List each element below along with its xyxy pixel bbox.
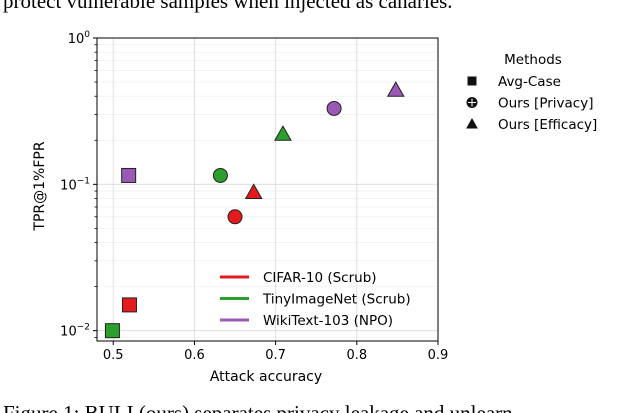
legend-label: Ours [Efficacy] [498, 117, 597, 133]
data-point [227, 209, 243, 225]
scatter-plot: 0.5 0.6 0.7 0.8 0.9 10−2 10−1 100 [60, 30, 448, 363]
data-points [104, 81, 405, 339]
y-tick-label: 100 [68, 30, 91, 47]
y-tick-label: 10−2 [60, 323, 90, 340]
methods-legend: Methods Avg-Case Ours [Privacy] Ours [Effic… [466, 52, 597, 133]
data-point [104, 323, 120, 339]
triangle-marker [244, 183, 263, 199]
triangle-marker [386, 81, 405, 97]
legend-marker [467, 76, 477, 86]
series-legend: CIFAR-10 (Scrub) TinyImageNet (Scrub) Wiki… [220, 270, 411, 329]
legend-label: Ours [Privacy] [498, 96, 593, 112]
x-tick-label: 0.8 [346, 348, 367, 363]
square-icon [467, 76, 477, 86]
square-marker [121, 297, 137, 313]
legend-title: Methods [504, 52, 562, 68]
legend-label: TinyImageNet (Scrub) [262, 292, 411, 308]
triangle-marker [274, 125, 292, 141]
legend-marker [466, 97, 478, 108]
data-point [274, 125, 292, 141]
x-tick-label: 0.5 [103, 348, 124, 363]
caption-bottom: Figure 1: BULI (ours) separates privacy … [3, 401, 513, 413]
x-tick-label: 0.7 [265, 348, 286, 363]
circle-marker [227, 209, 243, 225]
legend-label: WikiText-103 (NPO) [263, 313, 393, 329]
legend-label: CIFAR-10 (Scrub) [263, 270, 377, 286]
triangle-icon [466, 117, 478, 129]
x-tick-label: 0.6 [184, 348, 205, 363]
circle-marker [212, 167, 228, 183]
square-marker [104, 323, 120, 339]
data-point [121, 297, 137, 313]
x-axis-label: Attack accuracy [210, 369, 322, 385]
data-point [121, 167, 137, 183]
axes-frame [96, 37, 439, 342]
circle-marker [326, 100, 342, 116]
data-point [386, 81, 405, 97]
caption-top: protect vulnerable samples when injected… [3, 0, 453, 13]
y-tick-label: 10−1 [60, 176, 90, 193]
data-point [326, 100, 342, 116]
x-tick-label: 0.9 [428, 348, 449, 363]
square-marker [121, 167, 137, 183]
y-axis-label: TPR@1%FPR [32, 141, 48, 231]
data-point [212, 167, 228, 183]
data-point [244, 183, 263, 199]
legend-marker [466, 117, 478, 129]
legend-label: Avg-Case [498, 74, 561, 90]
